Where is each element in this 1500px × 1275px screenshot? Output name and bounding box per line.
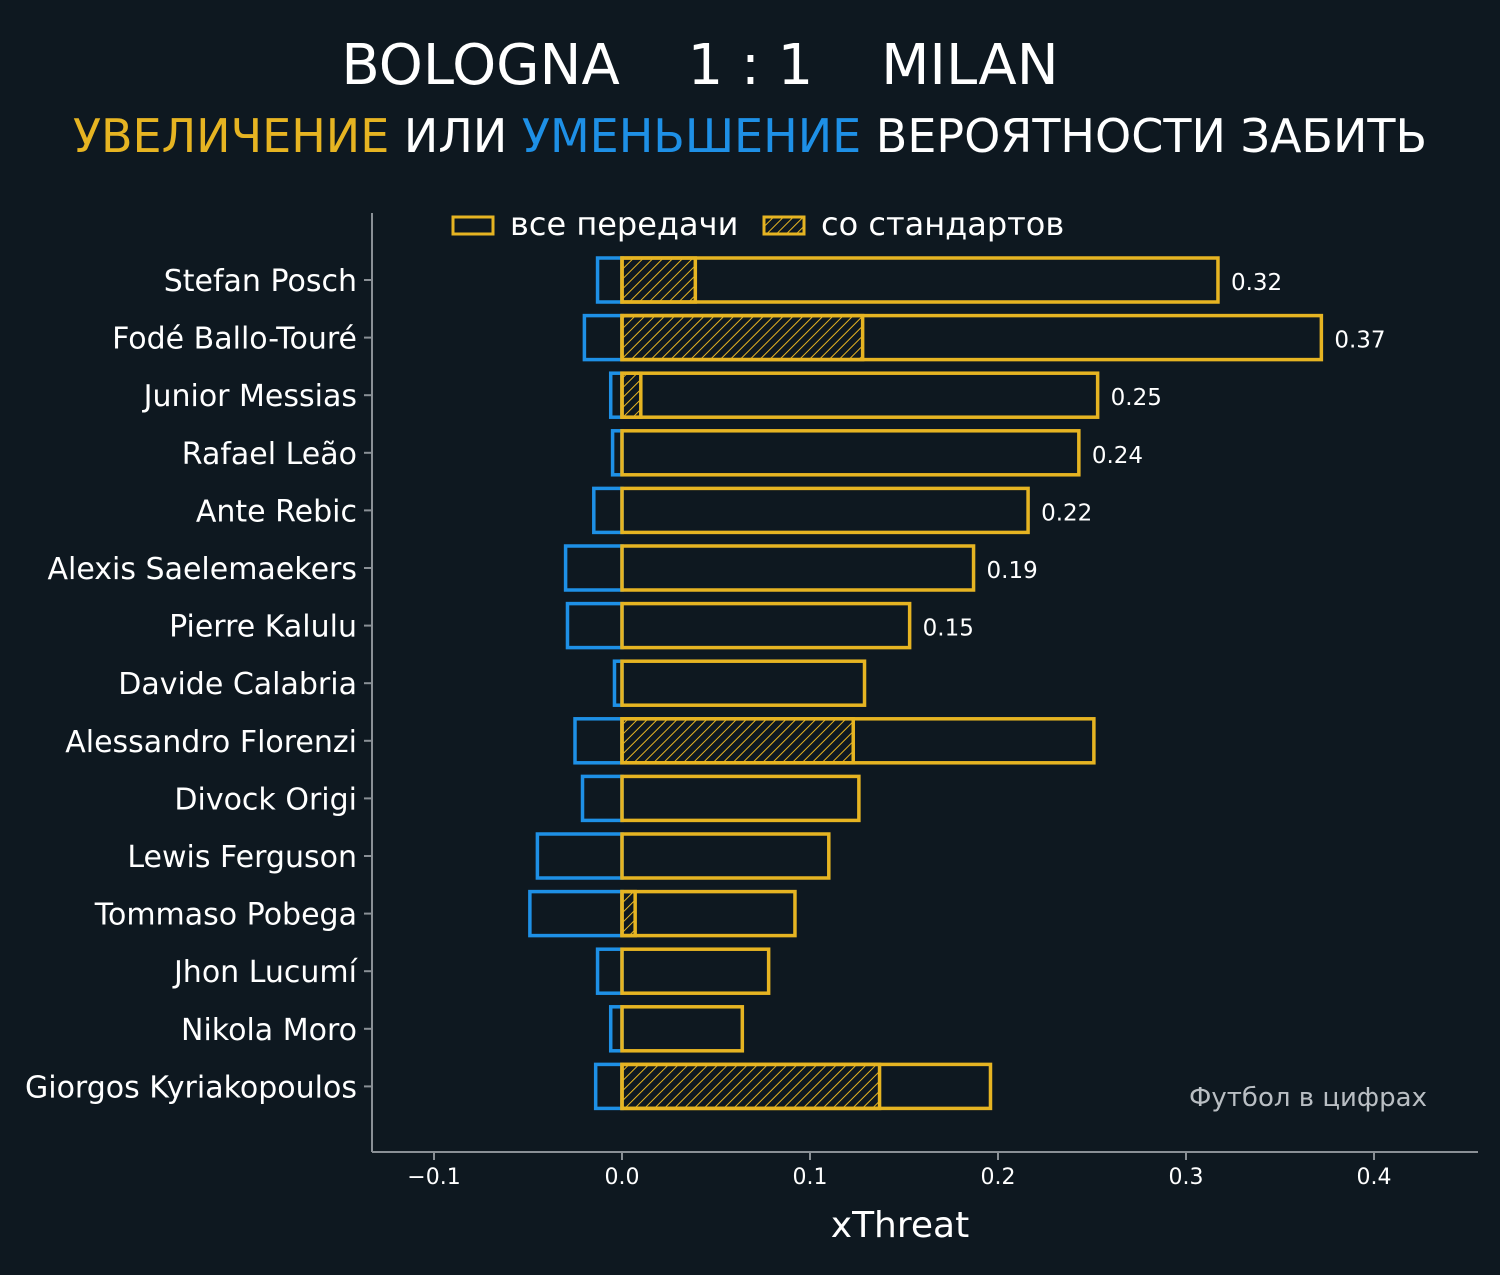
bar-decrease [580,774,624,823]
bar-all-passes [620,659,867,707]
bar-all-passes [620,486,1030,535]
bar-set-pieces [620,717,855,765]
value-label: 0.19 [987,558,1038,584]
watermark: Футбол в цифрах [1189,1083,1427,1113]
subtitle-or: ИЛИ [389,109,522,163]
player-label: Lewis Ferguson [127,840,357,875]
bar-all-passes [620,947,771,995]
player-label: Alexis Saelemaekers [47,552,357,587]
player-label: Fodé Ballo-Touré [112,322,357,357]
bar-decrease [595,947,624,995]
player-label: Ante Rebic [196,494,357,529]
labels-layer: Stefan Posch 0.32 Fodé Ballo-Touré 0.37 Juni… [25,264,1386,1105]
bar-all-passes [620,717,1096,765]
bar-all-passes [620,1005,745,1053]
value-label: 0.25 [1111,385,1162,411]
bar-all-passes [620,601,912,650]
value-label: 0.32 [1231,270,1282,296]
bar-decrease [593,1062,624,1111]
bar-set-pieces [620,889,637,938]
bar-all-passes [620,774,861,823]
bar-decrease [565,601,624,650]
x-tick-label: 0.1 [793,1165,828,1190]
bars-layer [528,256,1324,1111]
x-tick-label: −0.1 [407,1165,460,1190]
player-label: Alessandro Florenzi [65,725,357,760]
player-label: Jhon Lucumí [172,955,359,990]
x-ticks-layer: −0.1 0.0 0.1 0.2 0.3 0.4 [364,279,1392,1190]
bar-all-passes [620,313,1324,362]
value-label: 0.37 [1334,328,1385,354]
bar-all-passes [620,1062,993,1111]
x-tick-label: 0.4 [1357,1165,1392,1190]
subtitle-rest: ВЕРОЯТНОСТИ ЗАБИТЬ [861,109,1427,163]
bar-all-passes [620,256,1220,304]
legend-swatch-all-passes [451,215,495,236]
bar-all-passes [620,371,1100,419]
bar-set-pieces [620,371,643,419]
bar-set-pieces [620,256,698,304]
x-tick-label: 0.0 [605,1165,640,1190]
bar-all-passes [620,832,831,880]
player-label: Divock Origi [174,782,357,817]
subtitle-increase: УВЕЛИЧЕНИЕ [73,109,389,163]
home-team-name: BOLOGNA [341,33,619,98]
x-tick-label: 0.2 [981,1165,1016,1190]
player-label: Nikola Moro [181,1013,357,1048]
value-label: 0.24 [1092,443,1143,469]
bar-decrease [573,717,624,765]
chart-subtitle: УВЕЛИЧЕНИЕ ИЛИ УМЕНЬШЕНИЕ ВЕРОЯТНОСТИ ЗА… [73,109,1427,163]
bar-all-passes [620,889,797,938]
match-score: 1 : 1 [688,33,814,98]
x-axis-title: xThreat [831,1205,969,1246]
bar-set-pieces [620,313,865,362]
bar-all-passes [620,544,976,592]
bar-decrease [595,256,624,304]
bar-decrease [592,486,624,535]
player-label: Rafael Leão [182,437,357,472]
legend: все передачи со стандартов [451,205,1064,243]
player-label: Tommaso Pobega [94,898,357,933]
player-label: Pierre Kalulu [169,610,357,645]
bar-decrease [528,889,624,938]
away-team-name: MILAN [881,33,1059,98]
value-label: 0.15 [923,616,974,642]
x-tick-label: 0.3 [1169,1165,1204,1190]
legend-label-set-pieces: со стандартов [821,205,1064,243]
player-label: Stefan Posch [164,264,357,299]
player-label: Junior Messias [142,379,357,414]
bar-set-pieces [620,1062,882,1111]
player-label: Giorgos Kyriakopoulos [25,1070,357,1105]
subtitle-decrease: УМЕНЬШЕНИЕ [522,109,861,163]
legend-label-all-passes: все передачи [510,205,738,243]
player-label: Davide Calabria [118,667,357,702]
bar-decrease [535,832,624,880]
legend-swatch-set-pieces [762,215,806,236]
bar-decrease [582,313,624,362]
bar-all-passes [620,429,1081,477]
match-title: BOLOGNA 1 : 1 MILAN [341,33,1058,98]
value-label: 0.22 [1041,500,1092,526]
bar-decrease [563,544,624,592]
